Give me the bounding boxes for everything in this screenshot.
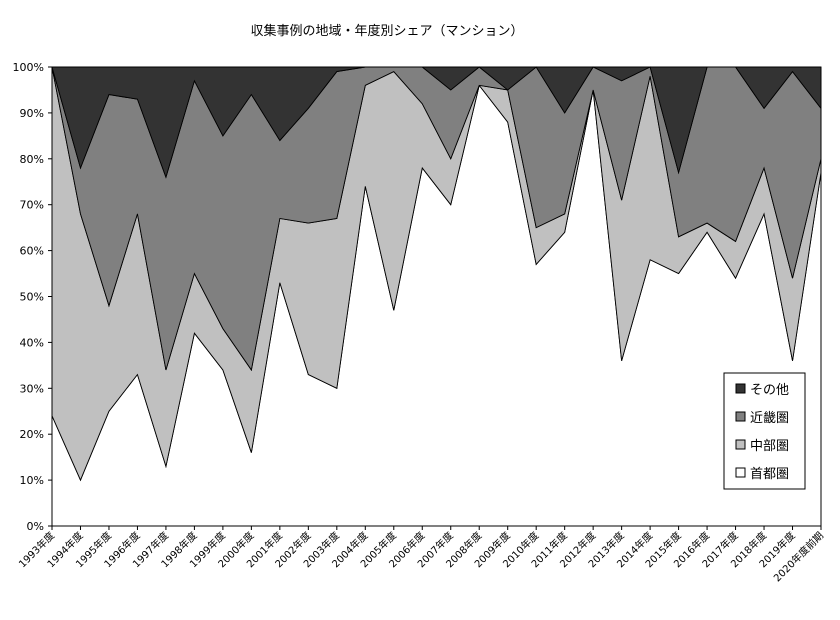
y-tick-label: 80% bbox=[20, 153, 44, 166]
legend-label-近畿圏: 近畿圏 bbox=[750, 411, 789, 426]
legend-swatch-中部圏 bbox=[735, 439, 746, 450]
y-tick-label: 30% bbox=[20, 382, 44, 395]
legend-swatch-その他 bbox=[735, 383, 746, 394]
y-tick-label: 90% bbox=[20, 107, 44, 120]
chart-title: 収集事例の地域・年度別シェア（マンション） bbox=[250, 23, 523, 39]
legend-label-中部圏: 中部圏 bbox=[750, 439, 789, 454]
y-tick-label: 20% bbox=[20, 428, 44, 441]
y-tick-label: 0% bbox=[27, 520, 44, 533]
y-tick-label: 50% bbox=[20, 291, 44, 304]
y-tick-label: 70% bbox=[20, 199, 44, 212]
areas-layer bbox=[51, 66, 822, 527]
legend-label-首都圏: 首都圏 bbox=[750, 467, 789, 482]
legend-label-その他: その他 bbox=[750, 383, 789, 398]
y-tick-label: 10% bbox=[20, 474, 44, 487]
legend-swatch-近畿圏 bbox=[735, 411, 746, 422]
y-tick-label: 60% bbox=[20, 245, 44, 258]
legend-swatch-首都圏 bbox=[735, 467, 746, 478]
y-tick-label: 40% bbox=[20, 336, 44, 349]
y-tick-label: 100% bbox=[13, 61, 44, 74]
